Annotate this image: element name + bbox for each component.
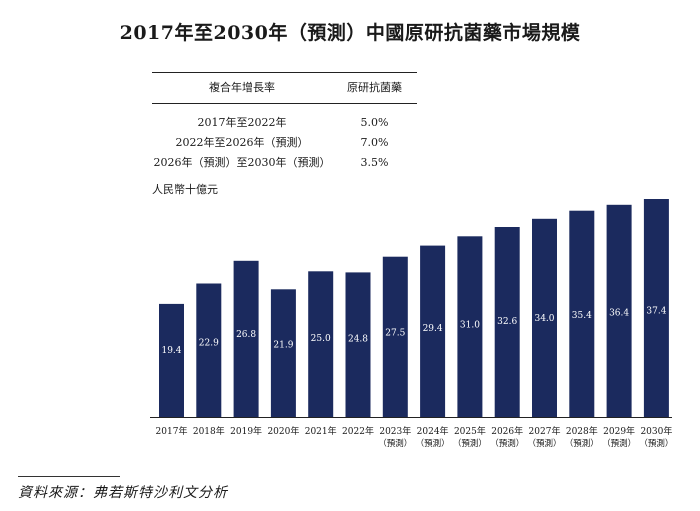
bar-3 (270, 289, 296, 417)
x-tick-label: 2020年 (267, 425, 299, 437)
cagr-header-label: 複合年增長率 (152, 72, 332, 104)
x-tick-label: 2017年 (156, 425, 188, 437)
x-tick-label: 2021年 (305, 425, 337, 437)
bar-11 (569, 210, 595, 417)
x-tick-sublabel: （預測） (527, 438, 561, 449)
x-tick-sublabel: （預測） (453, 438, 487, 449)
x-tick-label: 2018年 (193, 425, 225, 437)
x-tick-label: 2025年 (454, 425, 486, 437)
x-tick-sublabel: （預測） (490, 438, 524, 449)
bar-9 (494, 227, 520, 417)
bar-1 (196, 283, 222, 417)
bar-4 (308, 271, 334, 417)
x-tick-sublabel: （預測） (378, 438, 412, 449)
x-tick-label: 2029年 (603, 425, 635, 437)
cagr-table-row: 2017年至2022年 5.0% (152, 104, 417, 133)
cagr-period: 2017年至2022年 (197, 116, 287, 129)
bar-value-label: 36.4 (609, 309, 629, 319)
x-tick-label: 2024年 (417, 425, 449, 437)
bar-10 (532, 218, 557, 417)
cagr-value: 3.5% (360, 155, 389, 169)
bar-value-label: 22.9 (199, 339, 219, 349)
x-tick-label: 2023年 (379, 425, 411, 437)
bar-7 (420, 245, 446, 417)
x-tick-sublabel: （預測） (602, 438, 636, 449)
y-axis-unit-label: 人民幣十億元 (152, 183, 218, 196)
x-tick-sublabel: （預測） (565, 438, 599, 449)
bar-value-label: 26.8 (236, 330, 256, 340)
cagr-header-segment: 原研抗菌藥 (332, 72, 417, 104)
bar-0 (159, 303, 184, 417)
bar-6 (382, 256, 408, 417)
cagr-period: 2022年至2026年（預測） (175, 136, 309, 149)
x-tick-label: 2026年 (491, 425, 523, 437)
x-tick-label: 2022年 (342, 425, 374, 437)
cagr-period: 2026年（預測）至2030年（預測） (153, 156, 331, 169)
bar-value-label: 27.5 (385, 328, 405, 338)
cagr-value: 7.0% (360, 135, 389, 149)
source-note: 資料來源：弗若斯特沙利文分析 (18, 485, 228, 501)
x-tick-label: 2028年 (566, 425, 598, 437)
bar-5 (345, 272, 371, 417)
chart-title: 2017年至2030年（預測）中國原研抗菌藥市場規模 (119, 22, 581, 44)
bar-value-label: 32.6 (497, 317, 517, 327)
bar-2 (233, 260, 259, 417)
bar-value-label: 35.4 (572, 311, 592, 321)
bar-value-label: 24.8 (348, 334, 368, 344)
bar-13 (643, 199, 669, 417)
bar-value-label: 29.4 (423, 324, 443, 334)
bar-8 (457, 236, 483, 417)
cagr-table-row: 2022年至2026年（預測） 7.0% (152, 132, 417, 152)
cagr-value: 5.0% (360, 115, 389, 129)
x-tick-label: 2019年 (230, 425, 262, 437)
bar-value-label: 31.0 (460, 321, 480, 331)
cagr-table: 複合年增長率 原研抗菌藥 2017年至2022年 5.0% 2022年至2026… (152, 72, 417, 172)
source-divider (18, 476, 120, 477)
bar-12 (606, 204, 632, 417)
x-tick-label: 2030年 (640, 425, 672, 437)
x-tick-sublabel: （預測） (639, 438, 673, 449)
bar-value-label: 25.0 (311, 334, 331, 344)
bar-value-label: 21.9 (273, 341, 293, 351)
bar-chart: 19.4 2017年 22.9 2018年 26.8 2019年 21.9 2020年 25.0… (150, 199, 673, 449)
cagr-table-row: 2026年（預測）至2030年（預測） 3.5% (152, 152, 417, 172)
x-tick-sublabel: （預測） (416, 438, 450, 449)
cagr-table-header-row: 複合年增長率 原研抗菌藥 (152, 72, 417, 104)
bar-value-label: 37.4 (646, 306, 666, 316)
bar-value-label: 19.4 (161, 346, 181, 356)
x-tick-label: 2027年 (529, 425, 561, 437)
bar-value-label: 34.0 (534, 314, 554, 324)
